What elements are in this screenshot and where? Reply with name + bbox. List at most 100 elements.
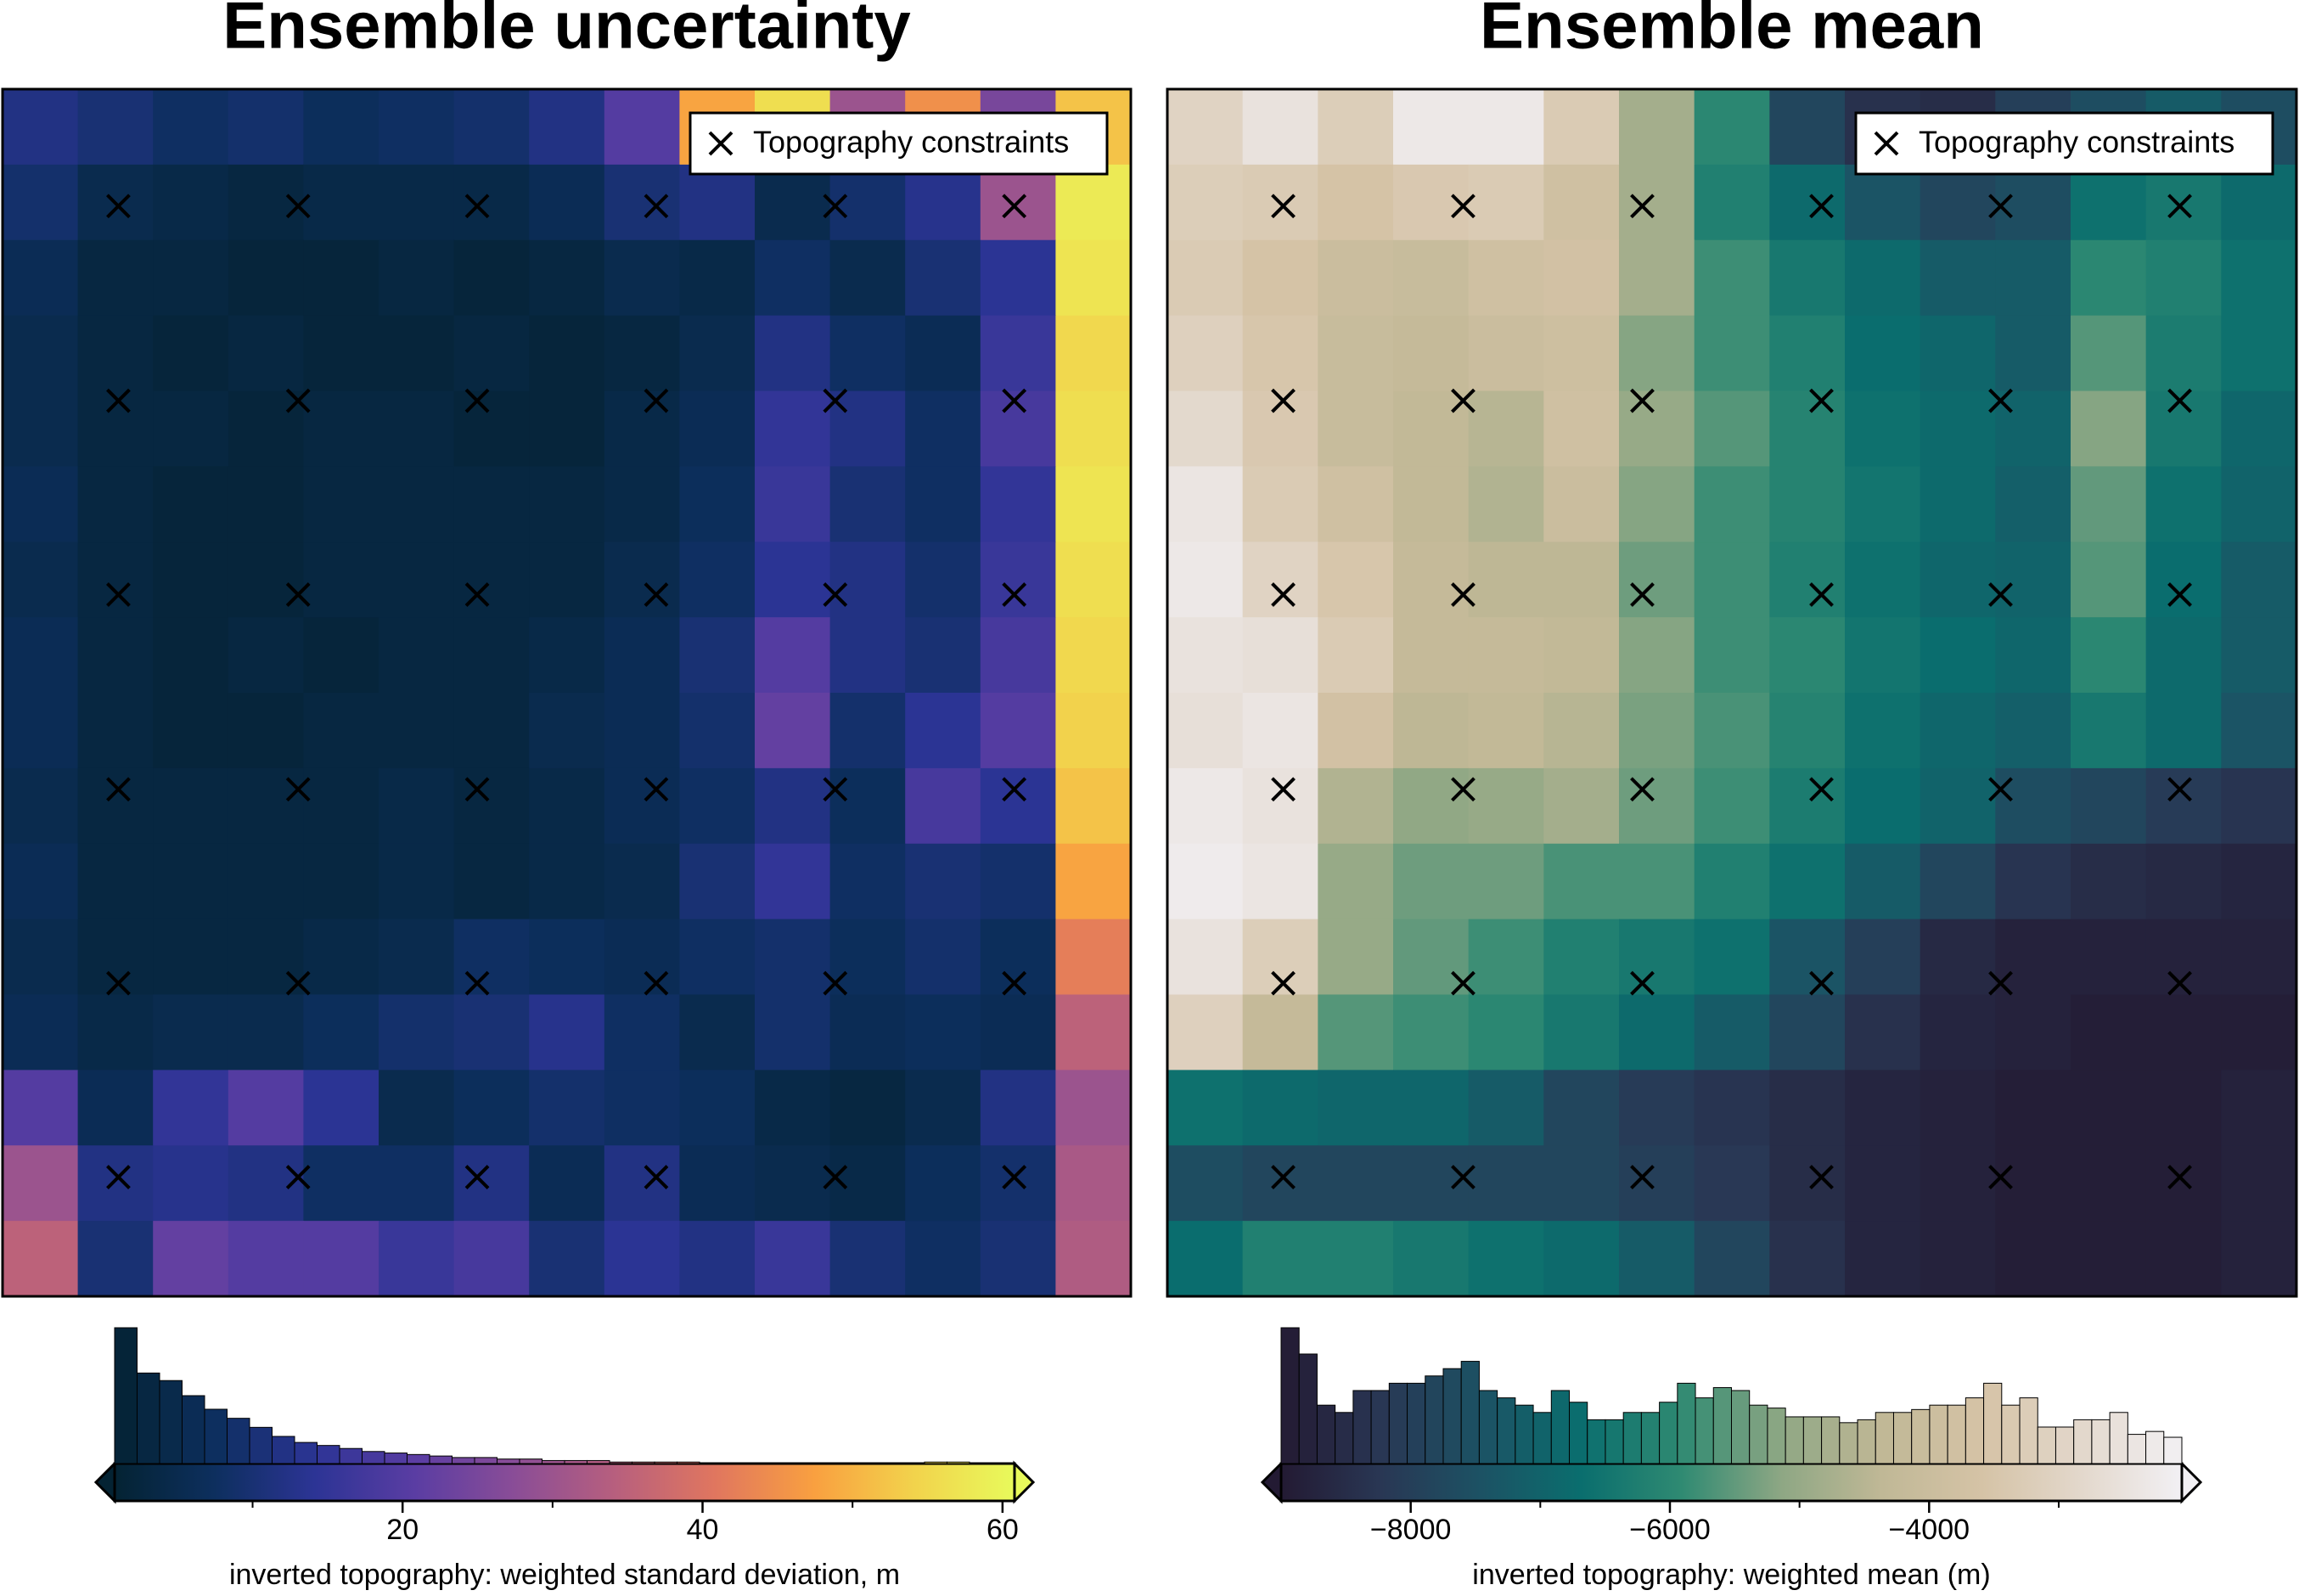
heatmap-cell <box>3 466 79 542</box>
heatmap-cell <box>2145 239 2222 317</box>
constraint-marker <box>1630 777 1655 802</box>
heatmap-cell <box>1769 164 1846 241</box>
heatmap-cell <box>1318 919 1394 996</box>
heatmap-cell <box>1995 239 2071 317</box>
constraint-marker <box>285 970 311 996</box>
constraint-marker <box>285 1165 311 1189</box>
heatmap-cell <box>453 617 530 694</box>
constraint-marker <box>823 1165 848 1189</box>
heatmap-cell <box>1167 919 1244 996</box>
heatmap-cell <box>303 391 379 467</box>
constraint-marker <box>1002 777 1027 802</box>
heatmap-cell <box>3 843 79 920</box>
heatmap-cell <box>303 89 379 166</box>
constraint-marker <box>464 777 490 802</box>
heatmap-cell <box>1543 919 1620 996</box>
heatmap-cell <box>529 919 605 996</box>
heatmap-cell <box>980 542 1056 618</box>
heatmap-cell <box>604 1145 680 1222</box>
heatmap-cell <box>604 693 680 769</box>
heatmap-cell <box>2071 466 2147 542</box>
heatmap-cell <box>1543 1145 1620 1222</box>
heatmap-cell <box>829 693 906 769</box>
heatmap-cell <box>905 1145 981 1222</box>
heatmap-cell <box>2071 843 2147 920</box>
heatmap-cell <box>529 542 605 618</box>
heatmap-cell <box>1995 315 2071 392</box>
constraint-marker <box>1002 582 1027 607</box>
heatmap-cell <box>529 164 605 241</box>
heatmap-cell <box>2145 542 2222 618</box>
heatmap-cell <box>1318 617 1394 694</box>
heatmap-cell <box>2071 767 2147 845</box>
histogram-bar <box>1478 1390 1498 1464</box>
colorbar-extend-low <box>93 1460 116 1504</box>
histogram-bar <box>1839 1422 1858 1464</box>
heatmap-cell <box>153 1145 229 1222</box>
histogram-bar <box>182 1395 205 1464</box>
heatmap-cell <box>1543 89 1620 166</box>
heatmap-cell <box>604 919 680 996</box>
heatmap-cell <box>1055 843 1132 920</box>
histogram-bar <box>1695 1397 1714 1464</box>
heatmap-cell <box>1167 164 1244 241</box>
heatmap-cell <box>1920 767 1996 845</box>
heatmap-cell <box>1543 693 1620 769</box>
histogram-bar <box>609 1461 632 1464</box>
heatmap-cell <box>1694 164 1770 241</box>
heatmap-cell <box>755 767 831 845</box>
heatmap-cell <box>905 164 981 241</box>
heatmap-cell <box>1845 994 1921 1071</box>
heatmap-cell <box>453 391 530 467</box>
heatmap-cell <box>1920 1221 1996 1297</box>
histogram-bar <box>1640 1412 1661 1464</box>
heatmap-cell <box>3 542 79 618</box>
heatmap-cell <box>1167 1145 1244 1222</box>
heatmap-cell <box>829 466 906 542</box>
heatmap-cell <box>1769 994 1846 1071</box>
heatmap-cell <box>604 542 680 618</box>
histogram-bar <box>1425 1375 1444 1464</box>
heatmap-cell <box>1619 994 1695 1071</box>
heatmap-cell <box>1055 1145 1132 1222</box>
heatmap-cell <box>303 617 379 694</box>
heatmap-cell <box>1920 391 1996 467</box>
histogram-bar <box>2127 1434 2147 1464</box>
constraint-marker <box>644 388 669 413</box>
heatmap-cell <box>1393 466 1470 542</box>
constraint-marker <box>285 777 311 802</box>
heatmap-cell <box>77 1070 154 1146</box>
heatmap-cell <box>1318 466 1394 542</box>
heatmap-cell <box>453 1145 530 1222</box>
heatmap-cell <box>453 693 530 769</box>
heatmap-cell <box>2221 239 2297 317</box>
heatmap-cell <box>153 1221 229 1297</box>
heatmap-cell <box>2221 919 2297 996</box>
heatmap-cell <box>755 994 831 1071</box>
heatmap-cell <box>1393 391 1470 467</box>
heatmap-cell <box>1468 843 1544 920</box>
heatmap-cell <box>2145 693 2222 769</box>
heatmap-cell <box>1769 542 1846 618</box>
heatmap-cell <box>1543 767 1620 845</box>
histogram-bar <box>294 1441 318 1464</box>
plot-frame <box>1 87 1133 1298</box>
heatmap-cell <box>1318 1145 1394 1222</box>
heatmap-cell <box>153 542 229 618</box>
heatmap-cell <box>2071 919 2147 996</box>
heatmap-cell <box>1242 1221 1318 1297</box>
heatmap-cell <box>2071 693 2147 769</box>
histogram-bar <box>204 1408 228 1464</box>
heatmap-cell <box>3 239 79 317</box>
heatmap-cell <box>303 1070 379 1146</box>
heatmap-cell <box>1055 693 1132 769</box>
heatmap-cell <box>2221 693 2297 769</box>
heatmap-cell <box>679 466 756 542</box>
heatmap-cell <box>1619 239 1695 317</box>
heatmap-cell <box>1055 994 1132 1071</box>
histogram-bar <box>1388 1382 1408 1464</box>
heatmap-cell <box>679 391 756 467</box>
heatmap-cell <box>453 164 530 241</box>
heatmap-cell <box>2221 767 2297 845</box>
histogram-bar <box>1569 1402 1588 1464</box>
